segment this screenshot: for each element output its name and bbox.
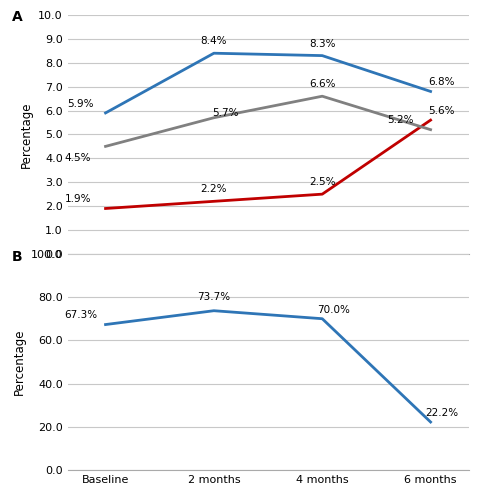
Text: B: B <box>12 250 22 264</box>
Text: 67.3%: 67.3% <box>64 310 97 320</box>
Text: 6.6%: 6.6% <box>309 80 336 90</box>
Text: 5.2%: 5.2% <box>387 116 413 126</box>
Text: 8.3%: 8.3% <box>309 38 336 48</box>
Legend: Ever, Within 60 minutes, Within 3 hours: Ever, Within 60 minutes, Within 3 hours <box>114 320 422 339</box>
Y-axis label: Percentage: Percentage <box>13 328 26 395</box>
Text: A: A <box>12 10 22 24</box>
Text: 6.8%: 6.8% <box>428 78 455 88</box>
Text: 4.5%: 4.5% <box>65 153 91 163</box>
Text: 5.9%: 5.9% <box>67 99 94 109</box>
Text: 5.6%: 5.6% <box>428 106 455 116</box>
Text: 73.7%: 73.7% <box>198 292 230 302</box>
Text: 5.7%: 5.7% <box>212 108 238 118</box>
Y-axis label: Percentage: Percentage <box>20 101 32 168</box>
Text: 8.4%: 8.4% <box>200 36 227 46</box>
Text: 2.5%: 2.5% <box>309 177 336 187</box>
Text: 70.0%: 70.0% <box>317 304 350 314</box>
Text: 22.2%: 22.2% <box>425 408 458 418</box>
Text: 2.2%: 2.2% <box>200 184 227 194</box>
Text: 1.9%: 1.9% <box>65 194 91 204</box>
